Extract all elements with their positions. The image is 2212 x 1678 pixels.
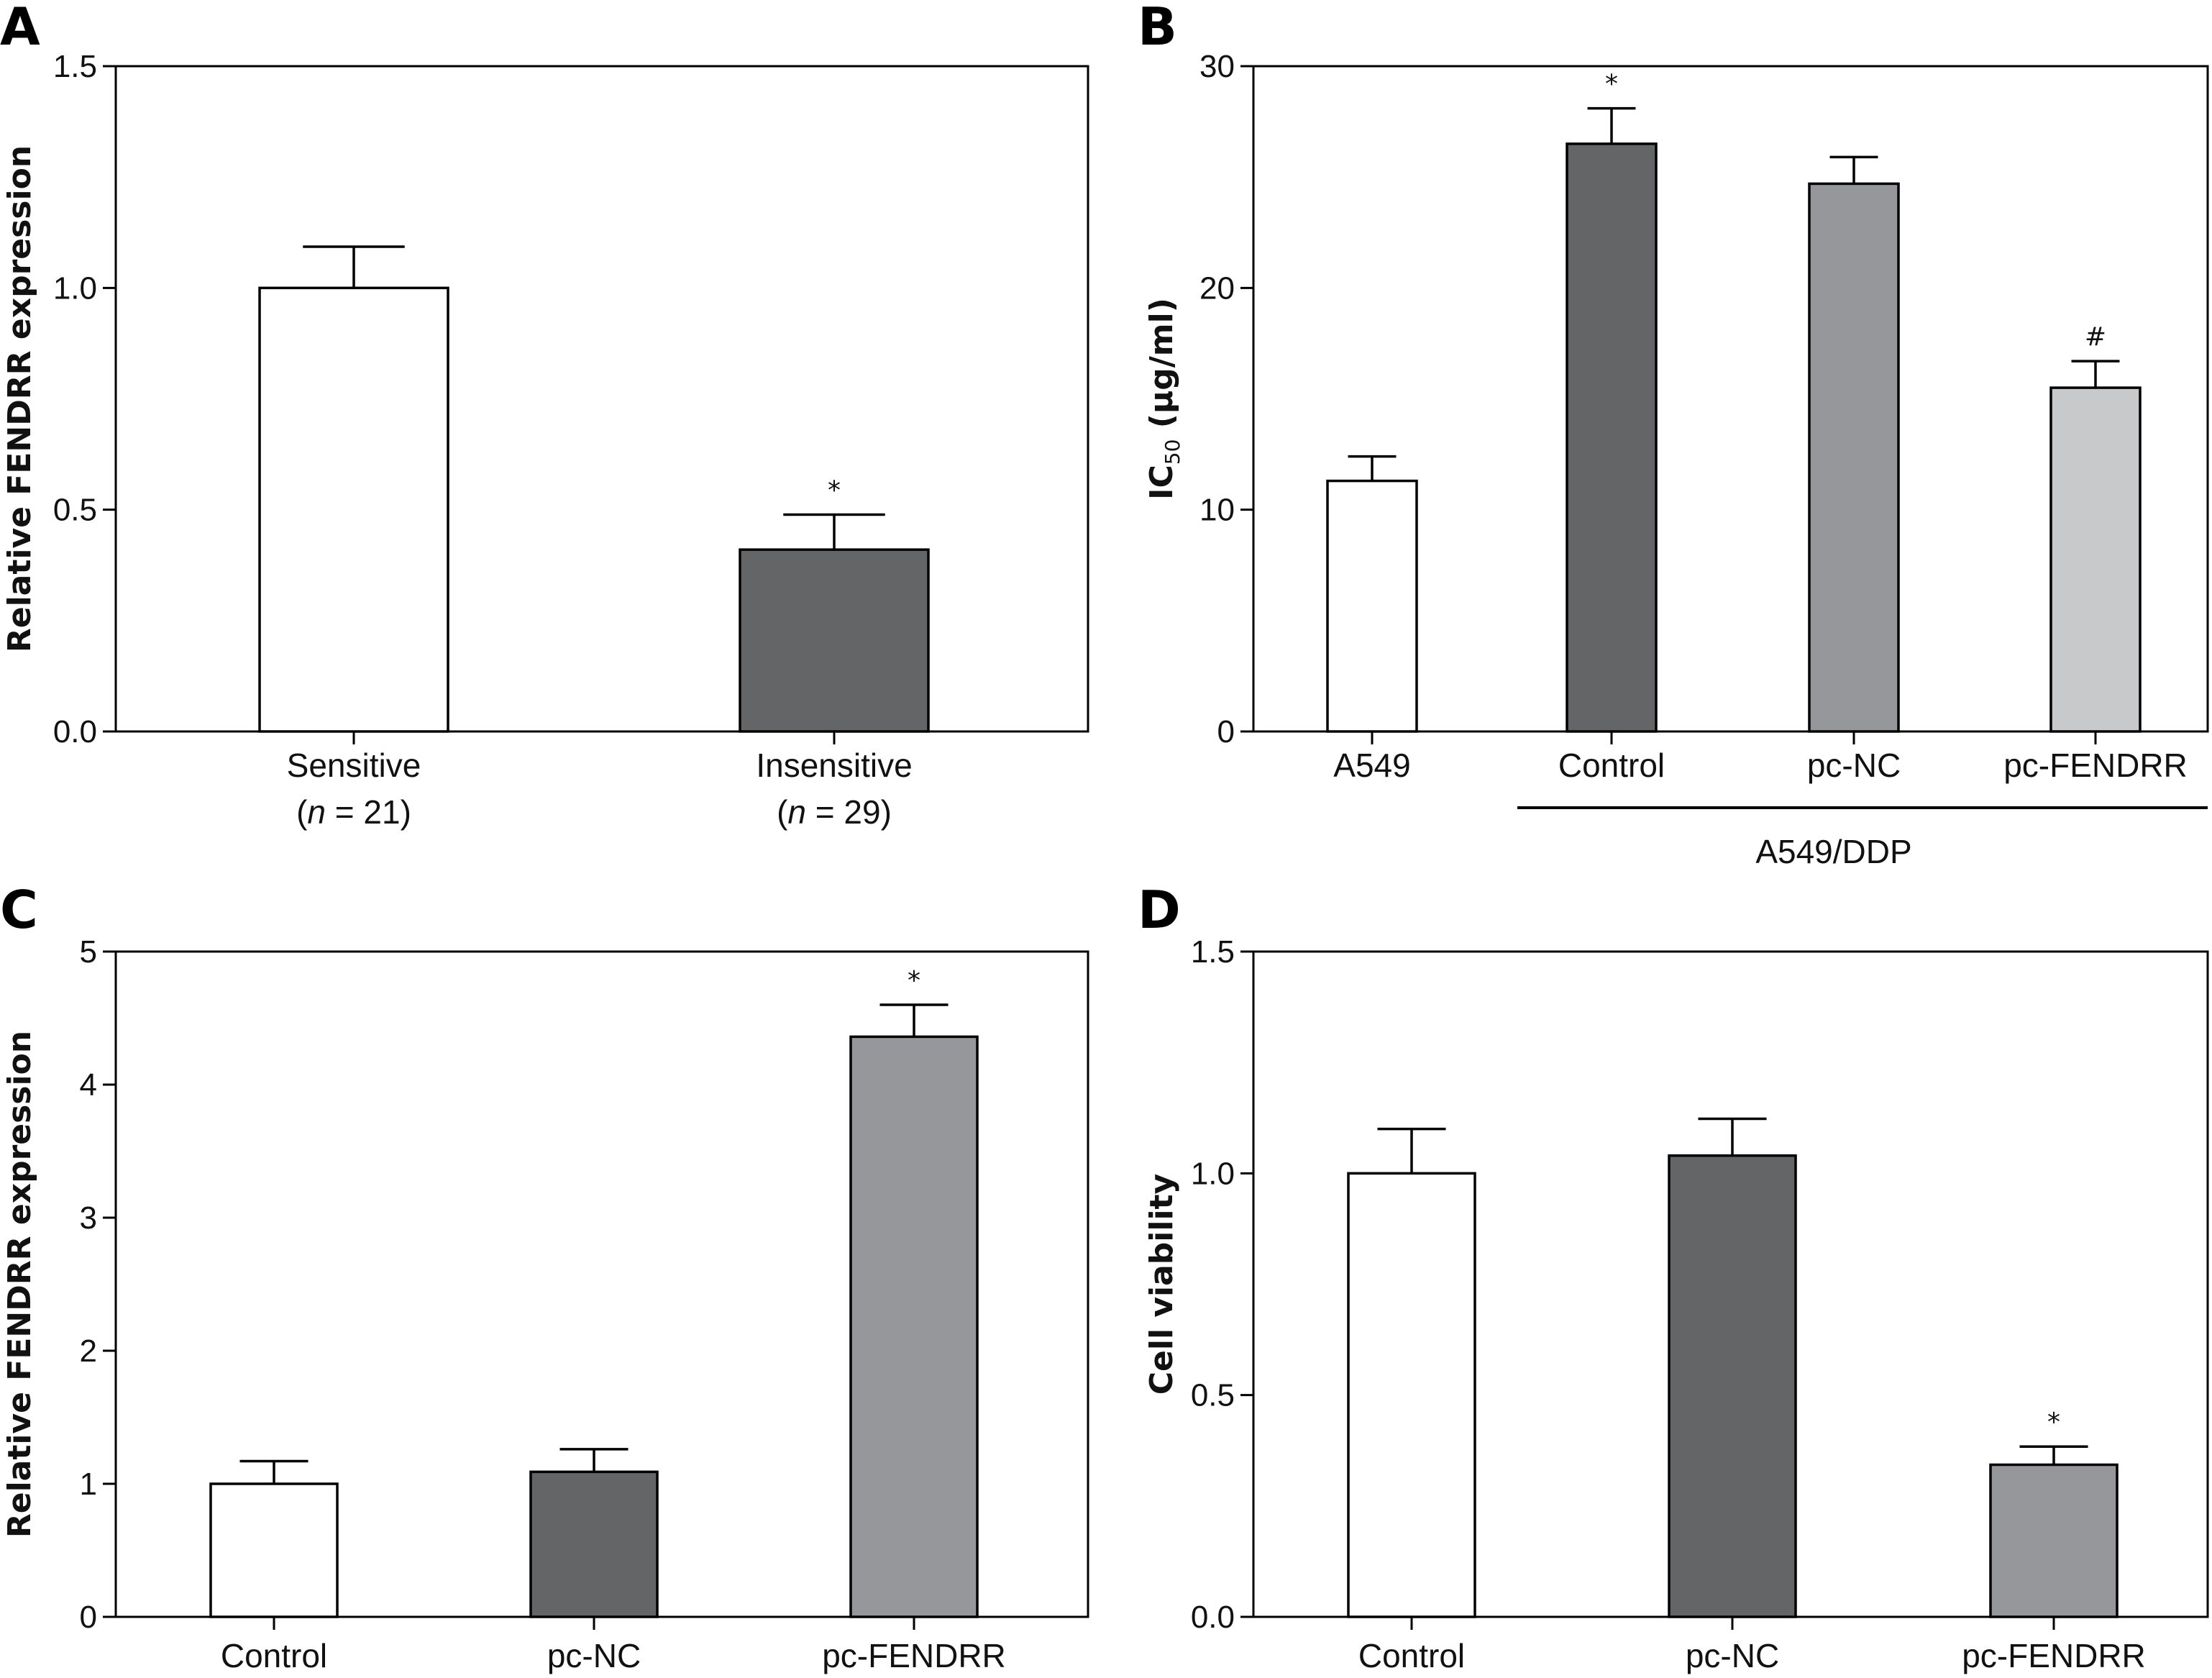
bar [1347, 1172, 1476, 1618]
x-tick-label: Control [221, 1637, 327, 1674]
x-tick-label: A549 [1333, 747, 1410, 784]
panel-d: D Cell viability 0.0 0.5 1.0 1.5 Control pc-NC *… [1138, 880, 2209, 1674]
plot-frame [1252, 65, 2209, 733]
y-axis-title: Cell viability [1143, 1174, 1180, 1395]
bar [1566, 142, 1658, 733]
plot-frame [114, 65, 1089, 733]
x-tick-label: pc-NC [1807, 747, 1901, 784]
x-tick-label: pc-FENDRR [822, 1637, 1006, 1674]
x-tick-label: pc-FENDRR [2003, 747, 2188, 784]
bar [1668, 1154, 1797, 1618]
panel-c: C Relative FENDRR expression 0 1 2 3 4 5 Control… [0, 880, 1089, 1674]
y-tick-label: 10 [1199, 493, 1235, 528]
panel-letter: B [1138, 0, 1177, 57]
y-tick-label: 0.0 [1191, 1600, 1235, 1635]
y-tick-label: 0 [80, 1600, 97, 1635]
significance-marker: * [828, 475, 841, 505]
y-tick-label: 0.0 [53, 714, 97, 749]
y-tick-label: 1.0 [1191, 1156, 1235, 1191]
panel-b: B IC50 (µg/ml) 0 10 20 30 A549 * Control pc-NC # pc… [1138, 0, 2209, 870]
bar [529, 1470, 659, 1618]
bar [739, 548, 930, 733]
significance-marker: * [2047, 1408, 2060, 1437]
y-tick-label: 30 [1199, 49, 1235, 84]
x-tick-label: pc-NC [547, 1637, 641, 1674]
x-tick-sublabel: (n = 29) [777, 793, 892, 831]
significance-marker: * [1605, 70, 1618, 99]
y-axis-title: IC50 (µg/ml) [1143, 298, 1184, 500]
panel-letter: C [0, 880, 38, 940]
x-tick-label: pc-NC [1686, 1637, 1779, 1674]
y-tick-label: 2 [80, 1333, 97, 1369]
y-tick-label: 4 [80, 1067, 97, 1103]
y-tick-label: 1.5 [53, 49, 97, 84]
y-tick-label: 1.0 [53, 270, 97, 306]
y-tick-label: 3 [80, 1200, 97, 1236]
y-tick-label: 0 [1217, 714, 1235, 749]
panel-letter: D [1138, 880, 1181, 940]
x-tick-label: Control [1558, 747, 1665, 784]
significance-marker: # [2085, 322, 2106, 352]
bar [1989, 1463, 2119, 1618]
panel-letter: A [0, 0, 40, 57]
bar [2049, 386, 2142, 733]
panel-a: A Relative FENDRR expression 0.0 0.5 1.0 1.5 S… [0, 0, 1089, 831]
x-tick-label: Control [1358, 1637, 1465, 1674]
y-axis-title: Relative FENDRR expression [1, 145, 38, 652]
y-tick-label: 1 [80, 1467, 97, 1502]
y-tick-label: 0.5 [1191, 1378, 1235, 1413]
group-bracket-label: A549/DDP [1755, 833, 1911, 870]
y-tick-label: 0.5 [53, 493, 97, 528]
significance-marker: * [908, 966, 920, 995]
bar [209, 1482, 339, 1618]
bar [258, 286, 449, 733]
x-tick-label: pc-FENDRR [1962, 1637, 2146, 1674]
y-tick-label: 5 [80, 934, 97, 970]
x-tick-label: Sensitive [287, 747, 421, 784]
bar [849, 1035, 979, 1618]
y-axis-title: Relative FENDRR expression [1, 1031, 38, 1538]
bar [1808, 182, 1900, 733]
y-tick-label: 1.5 [1191, 934, 1235, 970]
bar [1326, 479, 1418, 733]
y-tick-label: 20 [1199, 270, 1235, 306]
x-tick-label: Insensitive [756, 747, 912, 784]
y-axis-title-subscript: 50 [1161, 439, 1184, 465]
y-axis-title-main: IC [1143, 465, 1180, 500]
x-tick-sublabel: (n = 21) [296, 793, 411, 831]
y-axis-title-unit: (µg/ml) [1143, 298, 1180, 439]
